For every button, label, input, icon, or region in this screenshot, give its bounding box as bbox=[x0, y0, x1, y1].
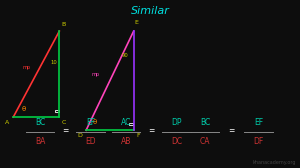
Text: DF: DF bbox=[254, 137, 264, 145]
Text: =: = bbox=[62, 126, 68, 135]
Bar bbox=[55, 110, 59, 112]
Text: F: F bbox=[136, 133, 140, 138]
Text: mp: mp bbox=[91, 72, 99, 77]
Text: θ: θ bbox=[93, 119, 97, 125]
Text: AB: AB bbox=[121, 137, 131, 145]
Text: CA: CA bbox=[200, 137, 210, 145]
Text: BA: BA bbox=[35, 137, 45, 145]
Text: EF: EF bbox=[86, 118, 95, 127]
Text: DC: DC bbox=[171, 137, 182, 145]
Text: =: = bbox=[229, 126, 235, 135]
Text: 90: 90 bbox=[122, 53, 128, 58]
Text: ED: ED bbox=[85, 137, 96, 145]
Text: D: D bbox=[78, 133, 82, 138]
Text: C: C bbox=[61, 119, 66, 124]
Bar bbox=[129, 123, 133, 125]
Text: BC: BC bbox=[200, 118, 210, 127]
Text: E: E bbox=[135, 20, 139, 25]
Text: mp: mp bbox=[23, 65, 31, 70]
Text: EF: EF bbox=[254, 118, 263, 127]
Text: khanacademy.org: khanacademy.org bbox=[252, 160, 296, 165]
Text: BC: BC bbox=[35, 118, 45, 127]
Text: =: = bbox=[148, 126, 155, 135]
Text: A: A bbox=[5, 119, 10, 124]
Text: B: B bbox=[62, 22, 66, 27]
Text: 10: 10 bbox=[50, 60, 57, 65]
Text: AC: AC bbox=[121, 118, 131, 127]
Text: DP: DP bbox=[172, 118, 182, 127]
Text: Similar: Similar bbox=[130, 6, 170, 16]
Text: θ: θ bbox=[22, 106, 26, 112]
